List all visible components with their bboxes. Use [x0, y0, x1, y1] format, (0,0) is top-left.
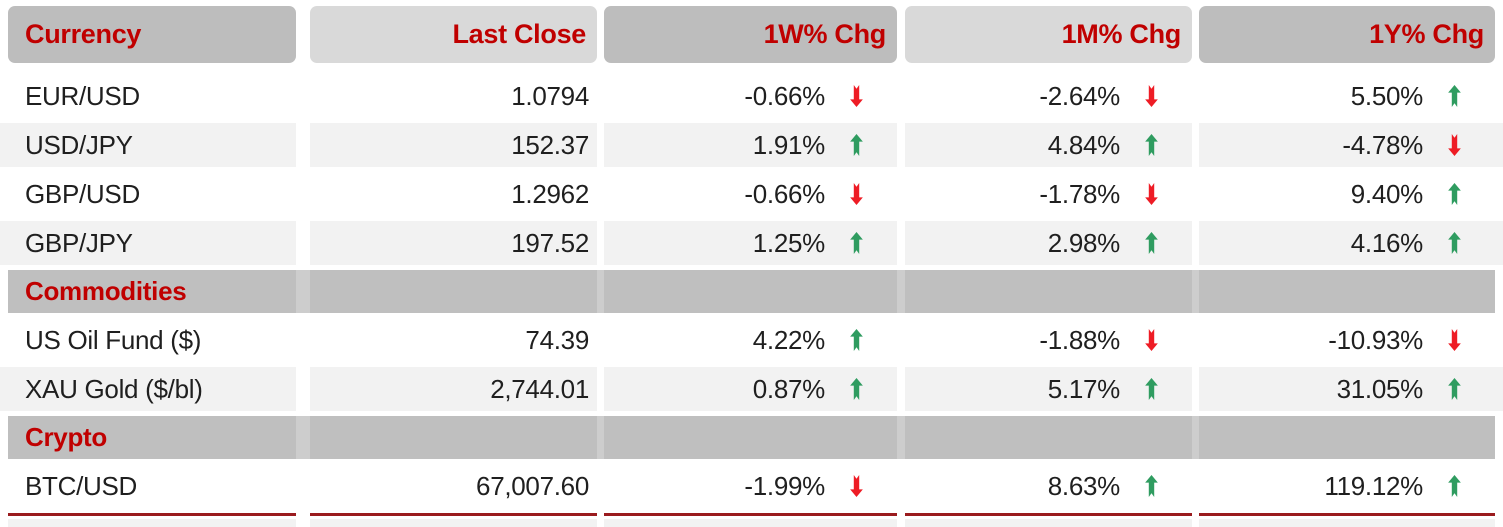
change-1m-cell: 4.84%: [905, 123, 1192, 167]
instrument-name: BTC/USD: [8, 464, 296, 508]
change-1y-value: 31.05%: [1336, 373, 1424, 404]
table-row: GBP/JPY 197.52 1.25% 2.98% 4.16%: [0, 221, 1503, 265]
down-arrow-icon: [1120, 85, 1182, 107]
change-1y-value: -10.93%: [1328, 324, 1423, 355]
change-1w-value: -1.99%: [744, 470, 825, 501]
up-arrow-icon: [1423, 378, 1485, 400]
change-1m-value: -1.78%: [1039, 178, 1120, 209]
change-1m-value: -2.64%: [1039, 80, 1120, 111]
change-1y-cell: 9.40%: [1199, 172, 1495, 216]
change-1w-cell: -0.66%: [604, 74, 897, 118]
change-1y-value: 4.16%: [1350, 227, 1424, 258]
up-arrow-icon: [1120, 378, 1182, 400]
last-close-value: 67,007.60: [310, 464, 597, 508]
section-label: Commodities: [8, 270, 296, 313]
change-1m-cell: -1.88%: [905, 318, 1192, 362]
change-1m-cell: 2.98%: [905, 221, 1192, 265]
change-1w-cell: 1.91%: [604, 123, 897, 167]
change-1y-cell: 31.05%: [1199, 367, 1495, 411]
change-1m-cell: -2.64%: [905, 74, 1192, 118]
header-1w-chg: 1W% Chg: [604, 6, 897, 63]
up-arrow-icon: [1120, 475, 1182, 497]
change-1y-value: -4.78%: [1342, 129, 1423, 160]
instrument-name: GBP/JPY: [8, 221, 296, 265]
up-arrow-icon: [825, 232, 887, 254]
down-arrow-icon: [1120, 329, 1182, 351]
change-1m-value: 2.98%: [1047, 227, 1121, 258]
last-close-value: 152.37: [310, 123, 597, 167]
bottom-rule: [0, 513, 1503, 516]
last-close-value: 74.39: [310, 318, 597, 362]
change-1w-cell: 1.25%: [604, 221, 897, 265]
change-1y-cell: -10.93%: [1199, 318, 1495, 362]
header-1y-chg: 1Y% Chg: [1199, 6, 1495, 63]
header-currency: Currency: [8, 6, 296, 63]
change-1y-value: 119.12%: [1324, 470, 1423, 501]
change-1m-value: -1.88%: [1039, 324, 1120, 355]
table-row: EUR/USD 1.0794 -0.66% -2.64% 5.50%: [0, 74, 1503, 118]
instrument-name: EUR/USD: [8, 74, 296, 118]
change-1w-value: 4.22%: [752, 324, 826, 355]
instrument-name: USD/JPY: [8, 123, 296, 167]
up-arrow-icon: [1423, 85, 1485, 107]
change-1w-value: 1.25%: [752, 227, 826, 258]
down-arrow-icon: [1120, 183, 1182, 205]
change-1m-cell: 8.63%: [905, 464, 1192, 508]
last-close-value: 197.52: [310, 221, 597, 265]
change-1y-cell: 119.12%: [1199, 464, 1495, 508]
instrument-name: US Oil Fund ($): [8, 318, 296, 362]
change-1w-cell: 0.87%: [604, 367, 897, 411]
change-1m-value: 8.63%: [1047, 470, 1121, 501]
down-arrow-icon: [825, 85, 887, 107]
change-1m-cell: -1.78%: [905, 172, 1192, 216]
table-row: BTC/USD 67,007.60 -1.99% 8.63% 119.12%: [0, 464, 1503, 508]
header-row: Currency Last Close 1W% Chg 1M% Chg 1Y% …: [0, 6, 1503, 63]
up-arrow-icon: [1423, 232, 1485, 254]
header-last-close: Last Close: [310, 6, 597, 63]
change-1m-value: 5.17%: [1047, 373, 1121, 404]
change-1w-value: 0.87%: [752, 373, 826, 404]
down-arrow-icon: [825, 183, 887, 205]
up-arrow-icon: [1120, 232, 1182, 254]
section-label: Crypto: [8, 416, 296, 459]
change-1w-value: 1.91%: [752, 129, 826, 160]
instrument-name: GBP/USD: [8, 172, 296, 216]
up-arrow-icon: [825, 329, 887, 351]
last-close-value: 2,744.01: [310, 367, 597, 411]
change-1y-value: 5.50%: [1350, 80, 1424, 111]
instrument-name: XAU Gold ($/bl): [8, 367, 296, 411]
up-arrow-icon: [825, 378, 887, 400]
up-arrow-icon: [1423, 475, 1485, 497]
table-row: XAU Gold ($/bl) 2,744.01 0.87% 5.17% 31.…: [0, 367, 1503, 411]
change-1y-cell: 5.50%: [1199, 74, 1495, 118]
up-arrow-icon: [1120, 134, 1182, 156]
change-1w-cell: 4.22%: [604, 318, 897, 362]
last-close-value: 1.0794: [310, 74, 597, 118]
table-row: US Oil Fund ($) 74.39 4.22% -1.88% -10.9…: [0, 318, 1503, 362]
change-1m-cell: 5.17%: [905, 367, 1192, 411]
change-1w-value: -0.66%: [744, 80, 825, 111]
up-arrow-icon: [825, 134, 887, 156]
last-close-value: 1.2962: [310, 172, 597, 216]
down-arrow-icon: [1423, 134, 1485, 156]
clipped-row: [0, 519, 1503, 527]
change-1y-cell: 4.16%: [1199, 221, 1495, 265]
change-1y-value: 9.40%: [1350, 178, 1424, 209]
table-row: GBP/USD 1.2962 -0.66% -1.78% 9.40%: [0, 172, 1503, 216]
change-1m-value: 4.84%: [1047, 129, 1121, 160]
down-arrow-icon: [825, 475, 887, 497]
change-1w-cell: -0.66%: [604, 172, 897, 216]
change-1w-cell: -1.99%: [604, 464, 897, 508]
change-1w-value: -0.66%: [744, 178, 825, 209]
section-row-crypto: Crypto: [0, 416, 1503, 459]
down-arrow-icon: [1423, 329, 1485, 351]
section-row-commodities: Commodities: [0, 270, 1503, 313]
table-row: USD/JPY 152.37 1.91% 4.84% -4.78%: [0, 123, 1503, 167]
up-arrow-icon: [1423, 183, 1485, 205]
header-1m-chg: 1M% Chg: [905, 6, 1192, 63]
change-1y-cell: -4.78%: [1199, 123, 1495, 167]
